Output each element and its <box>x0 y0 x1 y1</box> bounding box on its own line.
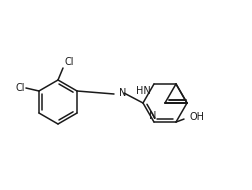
Text: N: N <box>149 111 156 121</box>
Text: Cl: Cl <box>15 83 25 93</box>
Text: Cl: Cl <box>65 57 74 67</box>
Text: OH: OH <box>189 112 204 122</box>
Text: N: N <box>118 88 126 98</box>
Text: HN: HN <box>136 86 150 96</box>
